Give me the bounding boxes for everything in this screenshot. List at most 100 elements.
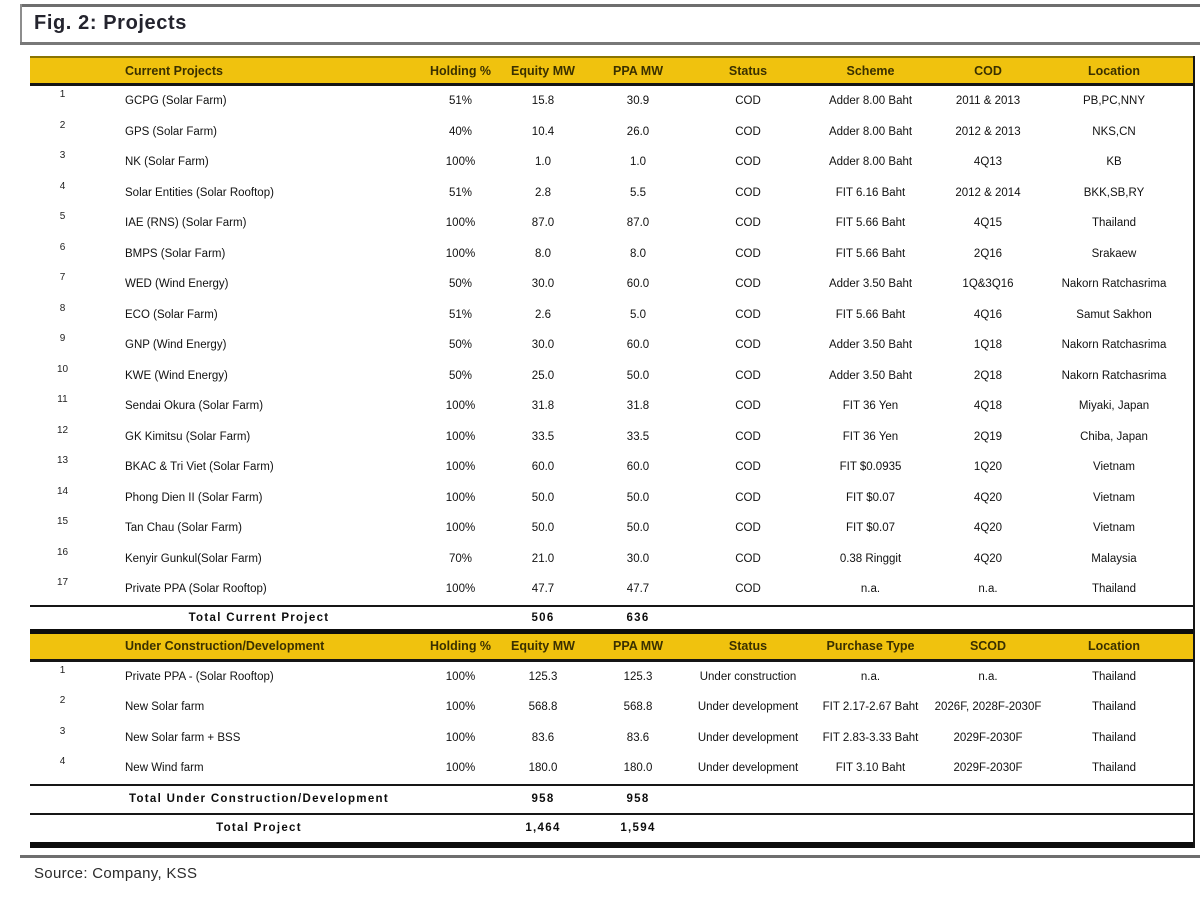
table-row: 5 IAE (RNS) (Solar Farm) 100% 87.0 87.0 … bbox=[30, 208, 1193, 239]
equity-mw: 33.5 bbox=[531, 430, 555, 443]
status-value: COD bbox=[735, 583, 761, 596]
table-row: 6 BMPS (Solar Farm) 100% 8.0 8.0 COD FIT… bbox=[30, 239, 1193, 270]
left-divider bbox=[20, 4, 22, 43]
ppa-mw: 568.8 bbox=[623, 701, 653, 714]
ppa-mw: 1.0 bbox=[630, 156, 646, 169]
status-value: COD bbox=[735, 339, 761, 352]
equity-mw: 2.6 bbox=[535, 308, 551, 321]
location-value: KB bbox=[1106, 156, 1122, 169]
scheme-value: FIT 36 Yen bbox=[842, 430, 899, 443]
title-divider bbox=[20, 42, 1200, 45]
holding-percent: 100% bbox=[445, 731, 476, 744]
location-value: Thailand bbox=[1091, 217, 1137, 230]
equity-mw: 60.0 bbox=[531, 461, 555, 474]
table-row: 1 Private PPA - (Solar Rooftop) 100% 125… bbox=[30, 662, 1193, 693]
column-header-equity: Equity MW bbox=[511, 639, 575, 653]
equity-mw: 25.0 bbox=[531, 369, 555, 382]
status-value: COD bbox=[735, 369, 761, 382]
scheme-value: Adder 3.50 Baht bbox=[828, 369, 913, 382]
scheme-value: n.a. bbox=[860, 583, 881, 596]
table-row: 3 NK (Solar Farm) 100% 1.0 1.0 COD Adder… bbox=[30, 147, 1193, 178]
column-header-scheme: Scheme bbox=[846, 63, 895, 78]
holding-percent: 100% bbox=[445, 522, 476, 535]
holding-percent: 100% bbox=[445, 247, 476, 260]
equity-mw: 180.0 bbox=[528, 762, 558, 775]
project-name: Solar Entities (Solar Rooftop) bbox=[125, 186, 274, 199]
cod-value: 2Q16 bbox=[973, 247, 1003, 260]
equity-mw: 21.0 bbox=[531, 552, 555, 565]
scheme-value: FIT 36 Yen bbox=[842, 400, 899, 413]
holding-percent: 100% bbox=[445, 461, 476, 474]
table-row: 13 BKAC & Tri Viet (Solar Farm) 100% 60.… bbox=[30, 452, 1193, 483]
scheme-value: FIT 5.66 Baht bbox=[835, 247, 906, 260]
column-header-holding: Holding % bbox=[429, 63, 492, 78]
table-row: 4 Solar Entities (Solar Rooftop) 51% 2.8… bbox=[30, 178, 1193, 209]
project-name: GPS (Solar Farm) bbox=[125, 125, 218, 138]
scheme-value: FIT 6.16 Baht bbox=[835, 186, 906, 199]
cod-value: 4Q13 bbox=[973, 156, 1003, 169]
table-row: 10 KWE (Wind Energy) 50% 25.0 50.0 COD A… bbox=[30, 361, 1193, 392]
status-value: COD bbox=[735, 430, 761, 443]
status-value: COD bbox=[735, 95, 761, 108]
holding-percent: 50% bbox=[448, 339, 473, 352]
scheme-value: FIT 5.66 Baht bbox=[835, 308, 906, 321]
row-number: 3 bbox=[59, 725, 66, 737]
status-value: COD bbox=[735, 278, 761, 291]
location-value: Malaysia bbox=[1091, 552, 1137, 565]
holding-percent: 100% bbox=[445, 670, 476, 683]
location-value: Nakorn Ratchasrima bbox=[1061, 278, 1167, 291]
table-row: 17 Private PPA (Solar Rooftop) 100% 47.7… bbox=[30, 574, 1193, 605]
holding-percent: 100% bbox=[445, 583, 476, 596]
project-name: GCPG (Solar Farm) bbox=[125, 95, 227, 108]
location-value: Thailand bbox=[1091, 670, 1137, 683]
cod-value: 2012 & 2014 bbox=[955, 186, 1021, 199]
ppa-mw: 50.0 bbox=[626, 491, 650, 504]
column-header-holding: Holding % bbox=[429, 639, 492, 653]
location-value: Vietnam bbox=[1093, 491, 1135, 504]
cod-value: n.a. bbox=[978, 670, 998, 683]
figure-title: Fig. 2: Projects bbox=[34, 12, 187, 34]
ppa-mw: 60.0 bbox=[626, 278, 650, 291]
row-number: 6 bbox=[59, 241, 66, 253]
divider bbox=[30, 841, 1193, 848]
column-header-current-projects: Current Projects bbox=[125, 63, 223, 78]
holding-percent: 51% bbox=[448, 95, 473, 108]
status-value: COD bbox=[735, 156, 761, 169]
bottom-divider bbox=[20, 855, 1200, 858]
column-header-location: Location bbox=[1087, 63, 1141, 78]
row-number: 17 bbox=[56, 577, 69, 588]
ppa-mw: 5.0 bbox=[630, 308, 646, 321]
holding-percent: 70% bbox=[448, 552, 473, 565]
row-number: 13 bbox=[56, 455, 69, 466]
column-header-cod: COD bbox=[974, 63, 1002, 78]
status-value: COD bbox=[735, 552, 761, 565]
location-value: Nakorn Ratchasrima bbox=[1061, 369, 1167, 382]
table-row: 11 Sendai Okura (Solar Farm) 100% 31.8 3… bbox=[30, 391, 1193, 422]
ppa-mw: 31.8 bbox=[626, 400, 650, 413]
cod-value: 2029F-2030F bbox=[953, 762, 1023, 775]
location-value: BKK,SB,RY bbox=[1083, 186, 1145, 199]
holding-percent: 100% bbox=[445, 762, 476, 775]
total-current-ppa: 636 bbox=[626, 611, 650, 624]
equity-mw: 30.0 bbox=[531, 339, 555, 352]
ppa-mw: 47.7 bbox=[626, 583, 650, 596]
location-value: Thailand bbox=[1091, 701, 1137, 714]
status-value: COD bbox=[735, 308, 761, 321]
scheme-value: FIT $0.0935 bbox=[839, 461, 902, 474]
equity-mw: 2.8 bbox=[535, 186, 551, 199]
table-row: 12 GK Kimitsu (Solar Farm) 100% 33.5 33.… bbox=[30, 422, 1193, 453]
table-row: 9 GNP (Wind Energy) 50% 30.0 60.0 COD Ad… bbox=[30, 330, 1193, 361]
ppa-mw: 8.0 bbox=[630, 247, 646, 260]
location-value: Chiba, Japan bbox=[1080, 430, 1148, 443]
location-value: Thailand bbox=[1091, 731, 1137, 744]
total-under-construction-equity: 958 bbox=[531, 793, 555, 805]
spacer bbox=[30, 786, 95, 789]
project-name: Private PPA - (Solar Rooftop) bbox=[125, 670, 274, 683]
spacer bbox=[30, 815, 95, 818]
row-number: 14 bbox=[56, 485, 69, 497]
total-under-construction-ppa: 958 bbox=[626, 793, 650, 805]
cod-value: 2Q18 bbox=[973, 369, 1003, 382]
holding-percent: 51% bbox=[448, 186, 473, 199]
ppa-mw: 30.9 bbox=[626, 95, 650, 108]
scheme-value: Adder 3.50 Baht bbox=[828, 278, 913, 291]
